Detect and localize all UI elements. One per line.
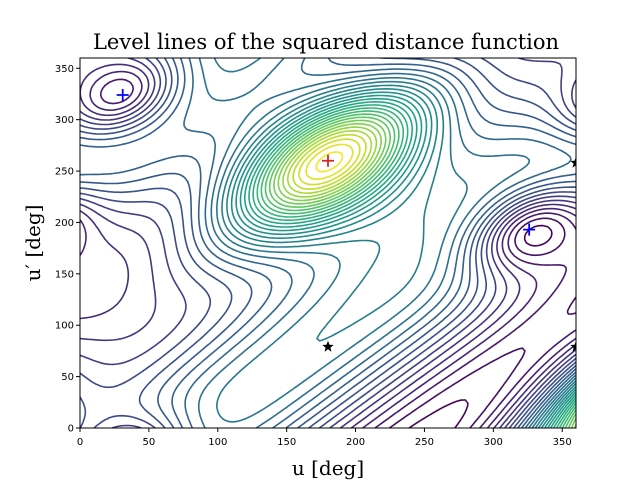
contour-level-line xyxy=(268,116,576,428)
x-tick-label: 200 xyxy=(346,437,365,448)
critical-point-markers xyxy=(116,89,576,352)
y-tick-label: 300 xyxy=(55,115,74,126)
contour-level-line xyxy=(315,151,344,173)
x-tick-label: 100 xyxy=(208,437,227,448)
y-tick-label: 200 xyxy=(55,218,74,229)
x-tick-label: 250 xyxy=(415,437,434,448)
contour-level-line xyxy=(287,130,373,194)
x-tick-label: 150 xyxy=(277,437,296,448)
contour-level-line xyxy=(183,58,576,428)
y-tick-label: 350 xyxy=(55,64,74,75)
contour-level-line xyxy=(282,126,378,198)
contour-level-line xyxy=(264,113,576,428)
x-tick-label: 300 xyxy=(484,437,503,448)
contour-level-line xyxy=(292,133,367,190)
contour-level-line xyxy=(80,58,576,428)
contour-level-line xyxy=(248,101,576,428)
x-tick-label: 0 xyxy=(77,437,83,448)
y-tick-label: 0 xyxy=(68,424,74,435)
y-axis-label: u′ [deg] xyxy=(21,205,45,282)
maximum-plus-marker xyxy=(322,154,334,167)
x-tick-label: 50 xyxy=(143,437,156,448)
contour-level-line xyxy=(239,94,576,428)
contour-level-line xyxy=(197,58,576,428)
contour-level-line xyxy=(230,88,576,428)
chart-title: Level lines of the squared distance func… xyxy=(93,30,559,54)
contour-level-line xyxy=(260,110,576,428)
saddle-star-marker xyxy=(570,156,576,168)
contour-level-line xyxy=(99,78,576,428)
contour-level-line xyxy=(213,58,576,428)
contour-level-line xyxy=(256,107,576,428)
y-tick-label: 150 xyxy=(55,269,74,280)
y-tick-label: 250 xyxy=(55,167,74,178)
contour-level-line xyxy=(408,224,553,428)
contour-level-line xyxy=(277,122,576,428)
contour-level-line xyxy=(221,80,576,428)
saddle-star-marker xyxy=(322,340,334,352)
minimum-plus-marker xyxy=(523,223,536,236)
contour-lines xyxy=(80,58,576,428)
contour-level-line xyxy=(298,138,361,186)
contour-level-line xyxy=(80,58,576,428)
y-tick-label: 50 xyxy=(61,372,74,383)
plot-frame xyxy=(79,57,577,429)
contour-level-line xyxy=(80,58,576,428)
contour-level-line xyxy=(252,104,576,428)
contour-level-line xyxy=(235,91,576,428)
saddle-star-marker xyxy=(570,340,576,352)
minimum-plus-marker xyxy=(116,89,129,101)
contour-level-line xyxy=(80,58,576,428)
x-axis-label: u [deg] xyxy=(292,456,364,480)
contour-level-line xyxy=(305,143,354,180)
y-tick-label: 100 xyxy=(55,321,74,332)
contour-level-line xyxy=(80,58,576,428)
contour-level-line xyxy=(80,70,576,428)
contour-level-line xyxy=(273,119,576,428)
y-axis-ticks: 0 50 100 150 200 250 300 350 xyxy=(55,64,80,435)
x-tick-label: 350 xyxy=(553,437,572,448)
x-axis-ticks: 0 50 100 150 200 250 300 350 xyxy=(77,428,572,448)
